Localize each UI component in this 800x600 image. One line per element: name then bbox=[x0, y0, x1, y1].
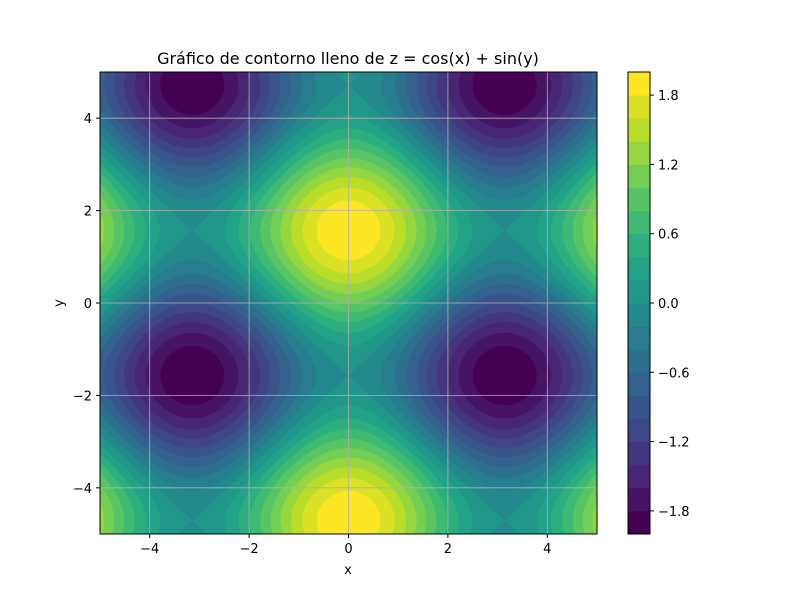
colorbar-band bbox=[628, 279, 650, 304]
colorbar-tick-label: −0.6 bbox=[658, 366, 690, 381]
colorbar-band bbox=[628, 118, 650, 142]
colorbar-band bbox=[628, 441, 650, 466]
colorbar-band bbox=[628, 233, 650, 258]
grid-lines bbox=[100, 72, 597, 534]
colorbar-band bbox=[628, 418, 650, 443]
plot-area bbox=[99, 71, 598, 535]
y-axis: −4 −2 0 2 4 bbox=[73, 112, 100, 497]
colorbar-tick-label: 1.2 bbox=[658, 158, 679, 173]
colorbar-band bbox=[628, 72, 650, 96]
x-tick-label: −4 bbox=[140, 542, 159, 557]
colorbar-band bbox=[628, 395, 650, 419]
y-tick-label: 0 bbox=[84, 297, 92, 312]
colorbar-band bbox=[628, 349, 650, 373]
colorbar-band bbox=[628, 372, 650, 396]
colorbar-tick-label: 0.6 bbox=[658, 228, 679, 243]
chart-title: Gráfico de contorno lleno de z = cos(x) … bbox=[157, 49, 539, 68]
colorbar-band bbox=[628, 164, 650, 188]
y-tick-label: −2 bbox=[73, 389, 92, 404]
colorbar-band bbox=[628, 510, 650, 535]
colorbar-band bbox=[628, 326, 650, 350]
y-axis-label: y bbox=[52, 299, 67, 307]
colorbar-tick-label: −1.8 bbox=[658, 505, 690, 520]
colorbar-band bbox=[628, 464, 650, 489]
x-tick-label: −2 bbox=[240, 542, 259, 557]
y-tick-label: 4 bbox=[84, 112, 92, 127]
colorbar-band bbox=[628, 487, 650, 512]
y-tick-label: −4 bbox=[73, 482, 92, 497]
colorbar-band bbox=[628, 95, 650, 119]
colorbar-band bbox=[628, 141, 650, 165]
x-tick-label: 2 bbox=[444, 542, 452, 557]
y-tick-label: 2 bbox=[84, 205, 92, 220]
colorbar-band bbox=[628, 303, 650, 327]
colorbar-band bbox=[628, 210, 650, 235]
colorbar: −1.8 −1.2 −0.6 0.0 0.6 1.2 1.8 bbox=[627, 71, 690, 535]
colorbar-tick-label: −1.2 bbox=[658, 436, 690, 451]
colorbar-bands bbox=[628, 72, 650, 535]
colorbar-band bbox=[628, 256, 650, 281]
x-tick-label: 0 bbox=[344, 542, 352, 557]
colorbar-tick-label: 0.0 bbox=[658, 297, 679, 312]
x-axis-label: x bbox=[344, 563, 352, 578]
colorbar-tick-label: 1.8 bbox=[658, 89, 679, 104]
colorbar-band bbox=[628, 187, 650, 212]
x-tick-label: 4 bbox=[543, 542, 551, 557]
x-axis: −4 −2 0 2 4 bbox=[140, 534, 551, 557]
colorbar-ticks: −1.8 −1.2 −0.6 0.0 0.6 1.2 1.8 bbox=[650, 89, 690, 520]
